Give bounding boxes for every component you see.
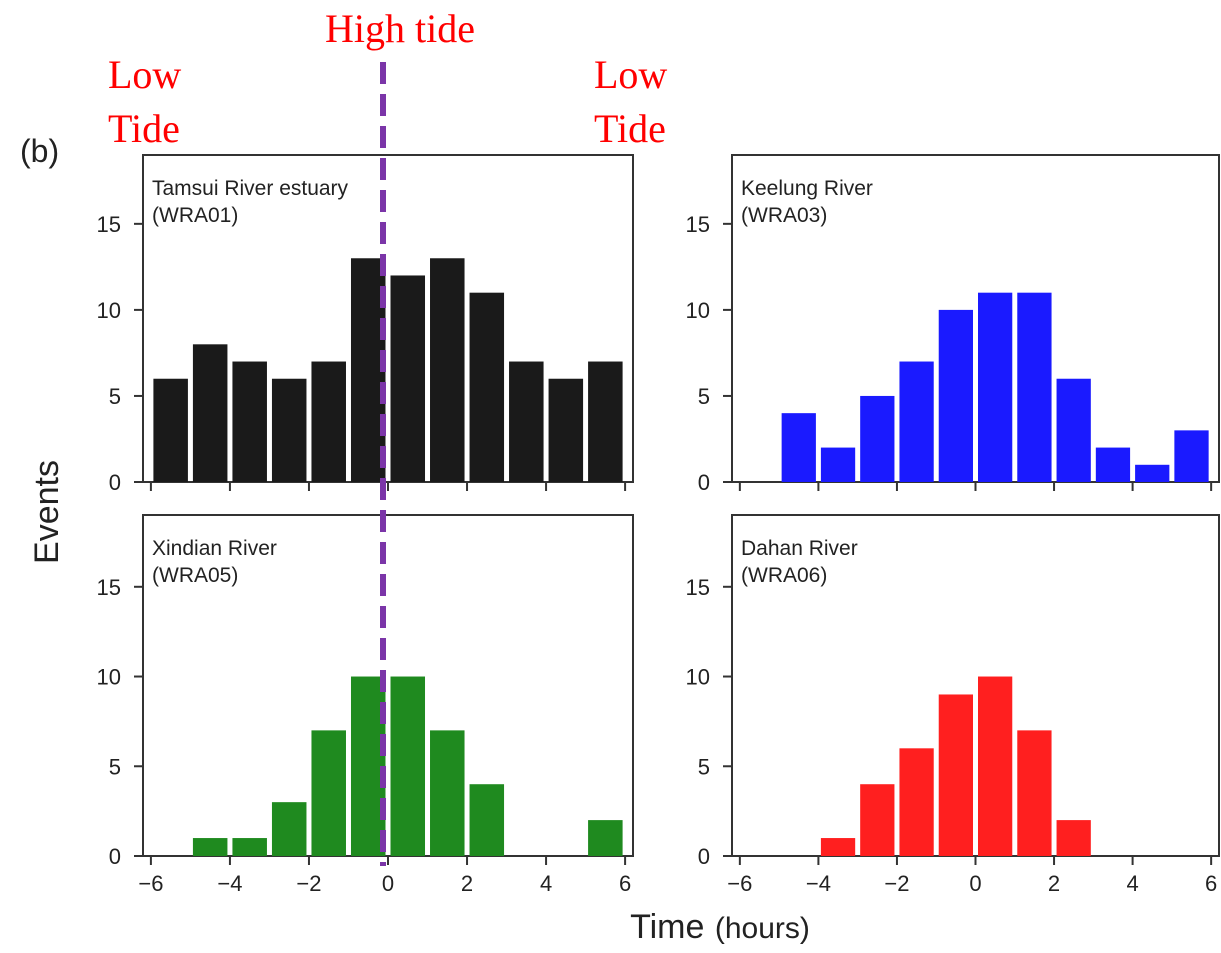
bar [192, 344, 228, 482]
panel-2: 0 5 10 15 Keelung River (WRA03) [686, 154, 1220, 495]
panel-4: 0 5 10 15 −6 −4 −2 0 2 4 6 Dahan River (WRA06) [686, 514, 1220, 896]
y-tick-label: 15 [686, 212, 710, 237]
bar [153, 378, 188, 482]
bar [469, 292, 505, 482]
low-tide-right-line1: Low [594, 52, 667, 97]
bar [1017, 730, 1052, 856]
bar [1135, 464, 1170, 482]
x-tick-label: 6 [619, 871, 631, 896]
y-tick-label: 15 [97, 212, 121, 237]
x-tick-label: 6 [1205, 871, 1217, 896]
panel-title-line: Xindian River [152, 537, 277, 560]
x-tick-label: 4 [1126, 871, 1138, 896]
y-tick-label: 0 [698, 844, 710, 869]
x-tick-label: −2 [296, 871, 321, 896]
x-axis-label-unit: (hours) [715, 912, 810, 945]
bar [1017, 292, 1052, 482]
bar [350, 258, 386, 482]
bar [192, 838, 228, 856]
y-tick-label: 5 [698, 384, 710, 409]
x-tick-label: 0 [382, 871, 394, 896]
y-tick-label: 0 [698, 470, 710, 495]
bar [1056, 820, 1091, 856]
bar [430, 730, 465, 856]
bar [588, 361, 623, 482]
y-tick-label: 10 [97, 665, 121, 690]
bar [548, 378, 584, 482]
panel-title-line: Dahan River [741, 537, 858, 560]
bar [271, 378, 307, 482]
y-tick-label: 10 [97, 298, 121, 323]
bar [1095, 447, 1131, 482]
bar [430, 258, 465, 482]
panel-title-line: Tamsui River estuary [152, 177, 349, 200]
low-tide-right-line2: Tide [594, 106, 666, 151]
bar [390, 676, 426, 856]
x-tick-label: −4 [217, 871, 242, 896]
y-tick-label: 5 [109, 384, 121, 409]
low-tide-left-line1: Low [108, 52, 181, 97]
bar [232, 361, 267, 482]
low-tide-left-line2: Tide [108, 106, 180, 151]
y-tick-label: 0 [109, 470, 121, 495]
x-tick-label: 0 [969, 871, 981, 896]
x-tick-label: −6 [138, 871, 163, 896]
y-tick-label: 15 [97, 575, 121, 600]
panel-3: 0 5 10 15 −6 −4 −2 0 2 4 6 Xindian River (WRA05) [97, 514, 634, 896]
x-tick-label: 2 [1048, 871, 1060, 896]
bar [588, 820, 623, 856]
panels-group: 0 5 10 15 Tamsui River estuary (WRA01) 0 5 10 15 K… [97, 154, 1220, 896]
bar [1174, 430, 1209, 482]
y-tick-label: 5 [698, 754, 710, 779]
bar [938, 694, 973, 856]
bar [781, 413, 816, 482]
x-tick-label: 2 [461, 871, 473, 896]
bar [978, 292, 1013, 482]
y-tick-label: 10 [686, 298, 710, 323]
panel-title-line: Keelung River [741, 177, 873, 200]
bar [899, 748, 934, 856]
panel-title-line: (WRA01) [152, 204, 238, 227]
bar [232, 838, 267, 856]
y-tick-label: 15 [686, 575, 710, 600]
bar [311, 730, 346, 856]
bar [469, 784, 505, 856]
low-tide-right-label: Low Tide [594, 52, 677, 151]
bar [938, 309, 973, 482]
high-tide-label: High tide [325, 6, 475, 51]
bar [820, 447, 856, 482]
low-tide-left-label: Low Tide [108, 52, 191, 151]
bar [860, 395, 895, 482]
bar [350, 676, 386, 856]
bar [509, 361, 544, 482]
x-axis-label-main: Time [630, 908, 704, 946]
bar [311, 361, 346, 482]
panel-title-line: (WRA03) [741, 204, 827, 227]
bar [820, 838, 856, 856]
bar [390, 275, 426, 482]
bar [978, 676, 1013, 856]
x-tick-label: −6 [727, 871, 752, 896]
y-tick-label: 10 [686, 665, 710, 690]
panel-title-line: (WRA06) [741, 564, 827, 587]
panel-label: (b) [20, 133, 59, 169]
panel-1: 0 5 10 15 Tamsui River estuary (WRA01) [97, 154, 634, 495]
bar [860, 784, 895, 856]
y-tick-label: 0 [109, 844, 121, 869]
bar [1056, 378, 1091, 482]
x-tick-label: 4 [540, 871, 552, 896]
panel-title-line: (WRA05) [152, 564, 238, 587]
x-tick-label: −2 [884, 871, 909, 896]
bar [899, 361, 934, 482]
y-axis-label: Events [28, 460, 66, 564]
x-axis-label: Time (hours) [630, 908, 810, 946]
y-tick-label: 5 [109, 754, 121, 779]
x-tick-label: −4 [806, 871, 831, 896]
bar [271, 802, 307, 856]
